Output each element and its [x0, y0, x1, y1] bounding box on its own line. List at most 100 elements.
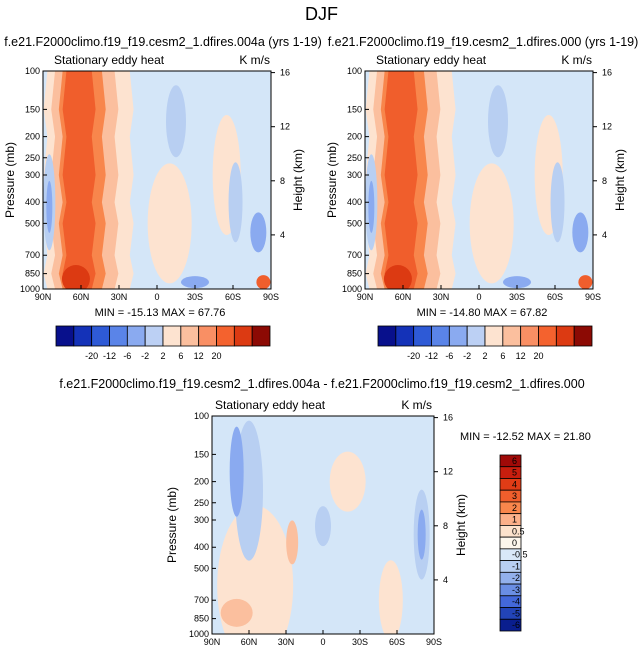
panel-3-right-string: K m/s	[401, 398, 432, 412]
panel-2-stats: MIN = -14.80 MAX = 67.82	[417, 307, 548, 319]
colorbar-label: 2	[482, 351, 487, 361]
colorbar-box	[109, 325, 128, 347]
colorbar-box	[499, 536, 522, 550]
y-tick-label: 1000	[20, 284, 40, 294]
colorbar-label: 12	[194, 351, 204, 361]
warm-peak-blob	[61, 265, 90, 289]
cool-mid-blob	[229, 426, 244, 517]
warm-peak-blob	[256, 275, 271, 289]
y-tick-label: 700	[347, 250, 362, 260]
y-tick-label: 150	[347, 104, 362, 114]
x-tick-label: 30N	[278, 637, 295, 647]
y-tick-label: 100	[347, 66, 362, 76]
y-tick-label: 850	[25, 269, 40, 279]
panel-3: f.e21.F2000climo.f19_f19.cesm2_1.dfires.…	[59, 377, 591, 647]
colorbar-label: -12	[425, 351, 438, 361]
y-tick-label: 300	[25, 170, 40, 180]
y-tick-label: 850	[194, 614, 209, 624]
height-tick-label: 12	[280, 122, 290, 132]
y-tick-label: 500	[25, 218, 40, 228]
colorbar-box	[126, 325, 146, 347]
colorbar-label: 1	[512, 515, 517, 525]
colorbar-label: -6	[512, 620, 520, 630]
x-tick-label: 90S	[263, 292, 279, 302]
colorbar-box	[198, 325, 217, 347]
colorbar-label: 0	[512, 538, 517, 548]
y-tick-label: 850	[347, 269, 362, 279]
x-tick-label: 90S	[585, 292, 601, 302]
cool-mid-blob	[250, 212, 267, 253]
panel-3-colorbar: 6 54 3 2 10.5 0 -0.5-1 -2 -3 -4-5 -6	[499, 454, 528, 632]
colorbar-box	[448, 325, 468, 347]
warm-peak-blob	[578, 275, 593, 289]
colorbar-box	[431, 325, 450, 347]
x-tick-label: 0	[154, 292, 159, 302]
panel-1-right-string: K m/s	[239, 53, 270, 67]
field-shading	[365, 71, 593, 289]
colorbar-label: 5	[512, 468, 517, 478]
height-tick-label: 16	[602, 68, 612, 78]
x-tick-label: 60S	[225, 292, 241, 302]
x-tick-label: 30S	[509, 292, 525, 302]
x-tick-label: 90N	[357, 292, 374, 302]
x-tick-label: 60N	[241, 637, 258, 647]
y-tick-label: 700	[25, 250, 40, 260]
height-tick-label: 8	[280, 176, 285, 186]
y-tick-label: 300	[347, 170, 362, 180]
panel-2-title: f.e21.F2000climo.f19_f19.cesm2_1.dfires.…	[328, 35, 639, 49]
colorbar-label: 12	[516, 351, 526, 361]
colorbar-box	[484, 325, 504, 347]
y-tick-label: 100	[25, 66, 40, 76]
colorbar-label: -5	[512, 608, 520, 618]
panel-2-left-string: Stationary eddy heat	[376, 53, 487, 67]
warm-band-blob	[220, 598, 253, 627]
y-tick-label: 200	[25, 132, 40, 142]
x-tick-label: 30N	[111, 292, 128, 302]
colorbar-box	[144, 325, 164, 347]
warm-weak-blob	[378, 560, 403, 634]
height-tick-label: 16	[280, 68, 290, 78]
y-tick-label: 1000	[189, 629, 209, 639]
y-tick-label: 250	[347, 153, 362, 163]
warm-weak-blob	[469, 163, 514, 284]
cool-mid-blob	[417, 509, 426, 560]
y-tick-label: 400	[194, 542, 209, 552]
y-tick-label: 1000	[342, 284, 362, 294]
colorbar-box	[377, 325, 397, 347]
colorbar-box	[466, 325, 486, 347]
colorbar-box	[251, 325, 271, 347]
x-tick-label: 60S	[547, 292, 563, 302]
cool-weak-blob	[228, 162, 243, 243]
colorbar-box	[499, 478, 522, 491]
y-tick-label: 250	[25, 153, 40, 163]
colorbar-label: 20	[211, 351, 221, 361]
y-tick-label: 500	[347, 218, 362, 228]
x-tick-label: 90N	[35, 292, 52, 302]
height-tick-label: 8	[602, 176, 607, 186]
panel-1-ylabel: Pressure (mb)	[3, 142, 17, 218]
panel-2-right-string: K m/s	[561, 53, 592, 67]
cool-mid-blob	[181, 276, 209, 289]
x-tick-label: 60N	[73, 292, 90, 302]
colorbar-box	[499, 466, 522, 479]
panel-3-ylabel: Pressure (mb)	[165, 487, 179, 563]
colorbar-label: 6	[512, 456, 517, 466]
panel-2: f.e21.F2000climo.f19_f19.cesm2_1.dfires.…	[325, 35, 638, 361]
colorbar-box	[180, 325, 200, 347]
panel-1-left-string: Stationary eddy heat	[54, 53, 165, 67]
colorbar-box	[499, 513, 522, 526]
colorbar-box	[73, 325, 93, 347]
panel-3-left-string: Stationary eddy heat	[215, 398, 326, 412]
colorbar-label: -6	[123, 351, 131, 361]
x-tick-label: 90S	[426, 637, 442, 647]
colorbar-label: -2	[141, 351, 149, 361]
colorbar-box	[520, 325, 539, 347]
y-tick-label: 500	[194, 563, 209, 573]
x-tick-label: 60S	[389, 637, 405, 647]
colorbar-label: -6	[445, 351, 453, 361]
cool-mid-blob	[46, 180, 53, 233]
panel-1-stats: MIN = -15.13 MAX = 67.76	[95, 307, 226, 319]
colorbar-label: -0.5	[512, 550, 528, 560]
y-tick-label: 400	[347, 197, 362, 207]
colorbar-box	[395, 325, 415, 347]
